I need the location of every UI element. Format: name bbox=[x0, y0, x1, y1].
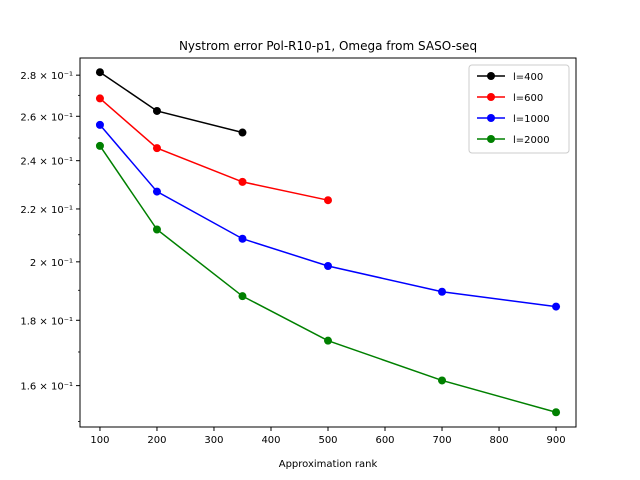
x-axis: 100 200 300 400 500 600 700 800 900 bbox=[90, 427, 566, 446]
legend-marker bbox=[487, 135, 495, 143]
x-tick-label: 200 bbox=[147, 435, 166, 446]
data-point bbox=[95, 94, 104, 103]
x-tick-label: 300 bbox=[204, 435, 223, 446]
series-l=600 bbox=[95, 94, 332, 205]
data-point bbox=[152, 144, 161, 153]
legend-marker bbox=[487, 93, 495, 101]
y-tick-label: 2 × 10⁻¹ bbox=[30, 258, 73, 269]
data-point bbox=[552, 302, 561, 311]
data-point bbox=[238, 177, 247, 186]
data-point bbox=[324, 196, 332, 205]
y-axis: 1.6 × 10⁻¹ 1.8 × 10⁻¹ 2 × 10⁻¹ 2.2 × 10⁻¹ 2.… bbox=[20, 71, 80, 422]
data-point bbox=[95, 141, 104, 150]
series-line bbox=[99, 124, 557, 308]
x-tick-label: 400 bbox=[261, 435, 280, 446]
series-l=400 bbox=[95, 68, 247, 137]
x-tick-label: 100 bbox=[90, 435, 109, 446]
x-tick-label: 600 bbox=[375, 435, 394, 446]
data-point bbox=[238, 128, 247, 137]
legend-label: l=400 bbox=[513, 72, 543, 83]
x-tick-label: 500 bbox=[318, 435, 337, 446]
data-point bbox=[324, 336, 332, 345]
series-line bbox=[99, 97, 329, 201]
x-axis-label: Approximation rank bbox=[279, 459, 378, 470]
data-point bbox=[95, 120, 104, 129]
series-layer bbox=[95, 68, 561, 417]
legend-label: l=600 bbox=[513, 93, 543, 104]
data-point bbox=[238, 292, 247, 301]
data-point bbox=[438, 376, 447, 385]
y-tick-label: 2.8 × 10⁻¹ bbox=[20, 71, 73, 82]
x-tick-label: 700 bbox=[432, 435, 451, 446]
legend-label: l=2000 bbox=[513, 135, 550, 146]
y-tick-label: 1.8 × 10⁻¹ bbox=[20, 316, 73, 327]
data-point bbox=[552, 408, 561, 417]
chart-title: Nystrom error Pol-R10-p1, Omega from SAS… bbox=[179, 39, 477, 53]
series-l=2000 bbox=[95, 141, 561, 417]
series-l=1000 bbox=[95, 120, 561, 311]
y-tick-label: 2.6 × 10⁻¹ bbox=[20, 112, 73, 123]
data-point bbox=[152, 106, 161, 115]
series-line bbox=[99, 145, 557, 413]
data-point bbox=[95, 68, 104, 77]
axes-frame bbox=[79, 57, 577, 428]
data-point bbox=[438, 287, 447, 296]
legend-label: l=1000 bbox=[513, 114, 550, 125]
x-tick-label: 900 bbox=[546, 435, 565, 446]
x-tick-label: 800 bbox=[489, 435, 508, 446]
data-point bbox=[324, 262, 332, 271]
y-tick-label: 2.4 × 10⁻¹ bbox=[20, 157, 73, 168]
legend-marker bbox=[487, 114, 495, 122]
data-point bbox=[238, 234, 247, 243]
data-point bbox=[152, 187, 161, 196]
legend-box bbox=[468, 64, 570, 154]
legend-marker bbox=[487, 72, 495, 80]
data-point bbox=[152, 225, 161, 234]
legend: l=400 l=600 l=1000 l=2000 bbox=[468, 64, 570, 154]
y-tick-label: 2.2 × 10⁻¹ bbox=[20, 205, 73, 216]
y-tick-label: 1.6 × 10⁻¹ bbox=[20, 382, 73, 393]
